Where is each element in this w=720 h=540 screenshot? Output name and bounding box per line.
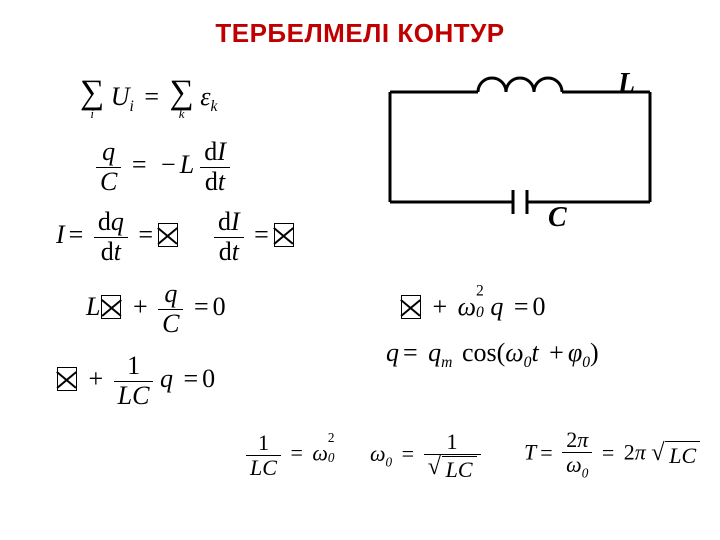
eq-qpp-omega: + ω20 q =0 <box>400 282 546 322</box>
eq-qc-ldidt: qC = −L dIdt <box>96 138 230 196</box>
eq-i-dqdt: I= dqdt = <box>56 208 179 266</box>
inductor-label: L <box>617 72 635 99</box>
eq-period: T= 2π ω0 = 2π LC <box>524 428 700 481</box>
eq-lqpp-qc: L + qC =0 <box>86 280 226 338</box>
eq-kirchhoff: ∑i Ui = ∑k εk <box>80 78 217 120</box>
glyph-missing-icon <box>101 295 121 319</box>
glyph-missing-icon <box>401 295 421 319</box>
eq-qpp-1lc: + 1LC q =0 <box>56 352 215 410</box>
eq-omega0: ω0 = 1 LC <box>370 430 481 482</box>
glyph-missing-icon <box>158 223 178 247</box>
glyph-missing-icon <box>57 367 77 391</box>
page-title: ТЕРБЕЛМЕЛІ КОНТУР <box>0 18 720 49</box>
eq-solution: q= qm cos(ω0t +φ0) <box>386 338 599 372</box>
eq-didt: dIdt = <box>214 208 295 266</box>
glyph-missing-icon <box>274 223 294 247</box>
lc-circuit-diagram: L C <box>370 72 670 232</box>
eq-1lc-omega2: 1LC = ω20 <box>246 430 335 480</box>
capacitor-label: C <box>548 202 567 232</box>
